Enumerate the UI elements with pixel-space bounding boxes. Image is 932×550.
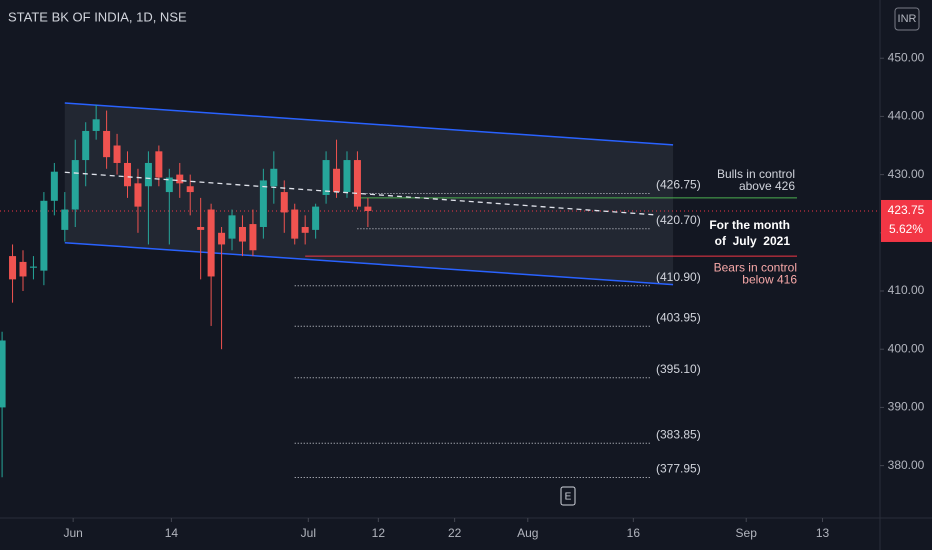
x-tick-label: Jun xyxy=(63,526,82,540)
candle-body xyxy=(259,180,267,227)
candle-body xyxy=(353,160,361,207)
candle-body xyxy=(238,226,246,242)
bear-text: below 416 xyxy=(742,272,797,286)
chart-title: STATE BK OF INDIA, 1D, NSE xyxy=(8,9,187,24)
candle-body xyxy=(207,209,215,277)
x-tick-label: Sep xyxy=(736,526,758,540)
level-label: (420.70) xyxy=(656,213,701,227)
currency[interactable]: INR xyxy=(898,13,917,25)
x-tick-label: Jul xyxy=(301,526,316,540)
candle-body xyxy=(0,340,6,408)
y-tick-label: 390.00 xyxy=(888,400,925,414)
candle-body xyxy=(40,200,48,271)
candle-body xyxy=(134,183,142,207)
candle-body xyxy=(322,160,330,195)
candle-body xyxy=(249,224,257,251)
x-tick-label: 14 xyxy=(165,526,179,540)
candle-body xyxy=(9,256,17,280)
y-tick-label: 450.00 xyxy=(888,50,925,64)
month-note: of July 2021 xyxy=(715,234,791,248)
bull-text: above 426 xyxy=(739,179,795,193)
event-marker-label: E xyxy=(565,492,572,503)
x-tick-label: 12 xyxy=(372,526,386,540)
candle-body xyxy=(364,206,372,211)
candle-body xyxy=(155,151,163,178)
candle-body xyxy=(124,162,132,187)
candle-body xyxy=(343,160,351,193)
currency-box[interactable] xyxy=(894,7,920,31)
candle-body xyxy=(186,186,194,193)
candle-body xyxy=(291,209,299,239)
level-label: (383.85) xyxy=(656,427,701,441)
candle-body xyxy=(197,226,205,230)
bear-text: Bears in control xyxy=(714,260,797,274)
candle-body xyxy=(82,130,90,161)
y-tick-label: 430.00 xyxy=(888,167,925,181)
x-tick-label: Aug xyxy=(517,526,538,540)
price-tag xyxy=(881,199,932,242)
level-label: (426.75) xyxy=(656,178,701,192)
x-tick-label: 22 xyxy=(448,526,462,540)
candle-body xyxy=(312,206,320,230)
y-tick-label: 380.00 xyxy=(888,458,925,472)
channel-upper xyxy=(64,102,674,146)
candle-body xyxy=(301,226,309,233)
bull-text: Bulls in control xyxy=(717,167,795,181)
x-tick-label: 13 xyxy=(816,526,830,540)
candle-body xyxy=(113,145,121,163)
channel-lower xyxy=(64,241,674,286)
y-tick-label: 400.00 xyxy=(888,341,925,355)
candle-body xyxy=(165,177,173,193)
candle-body xyxy=(19,261,27,277)
price-tag-label: 423.75 xyxy=(888,203,925,217)
candle-body xyxy=(50,171,58,201)
candle-body xyxy=(228,215,236,239)
candle-body xyxy=(29,266,37,268)
y-tick-label: 440.00 xyxy=(888,109,925,123)
month-note: For the month xyxy=(709,218,790,232)
x-tick-label: 16 xyxy=(627,526,641,540)
candle-body xyxy=(218,232,226,245)
y-tick-label: 410.00 xyxy=(888,283,925,297)
candle-body xyxy=(144,162,152,187)
candle-body xyxy=(61,209,69,230)
candle-body xyxy=(71,160,79,210)
change-label: 5.62% xyxy=(889,222,923,236)
candle-body xyxy=(333,168,341,193)
level-label: (377.95) xyxy=(656,462,701,476)
candle-body xyxy=(92,119,100,131)
candle-body xyxy=(280,192,288,213)
channel-fill xyxy=(64,103,674,285)
level-label: (410.90) xyxy=(656,270,701,284)
candle-body xyxy=(103,130,111,158)
event-marker xyxy=(560,486,576,506)
candle-body xyxy=(176,174,184,184)
level-label: (403.95) xyxy=(656,310,701,324)
candle-body xyxy=(270,168,278,187)
level-label: (395.10) xyxy=(656,362,701,376)
